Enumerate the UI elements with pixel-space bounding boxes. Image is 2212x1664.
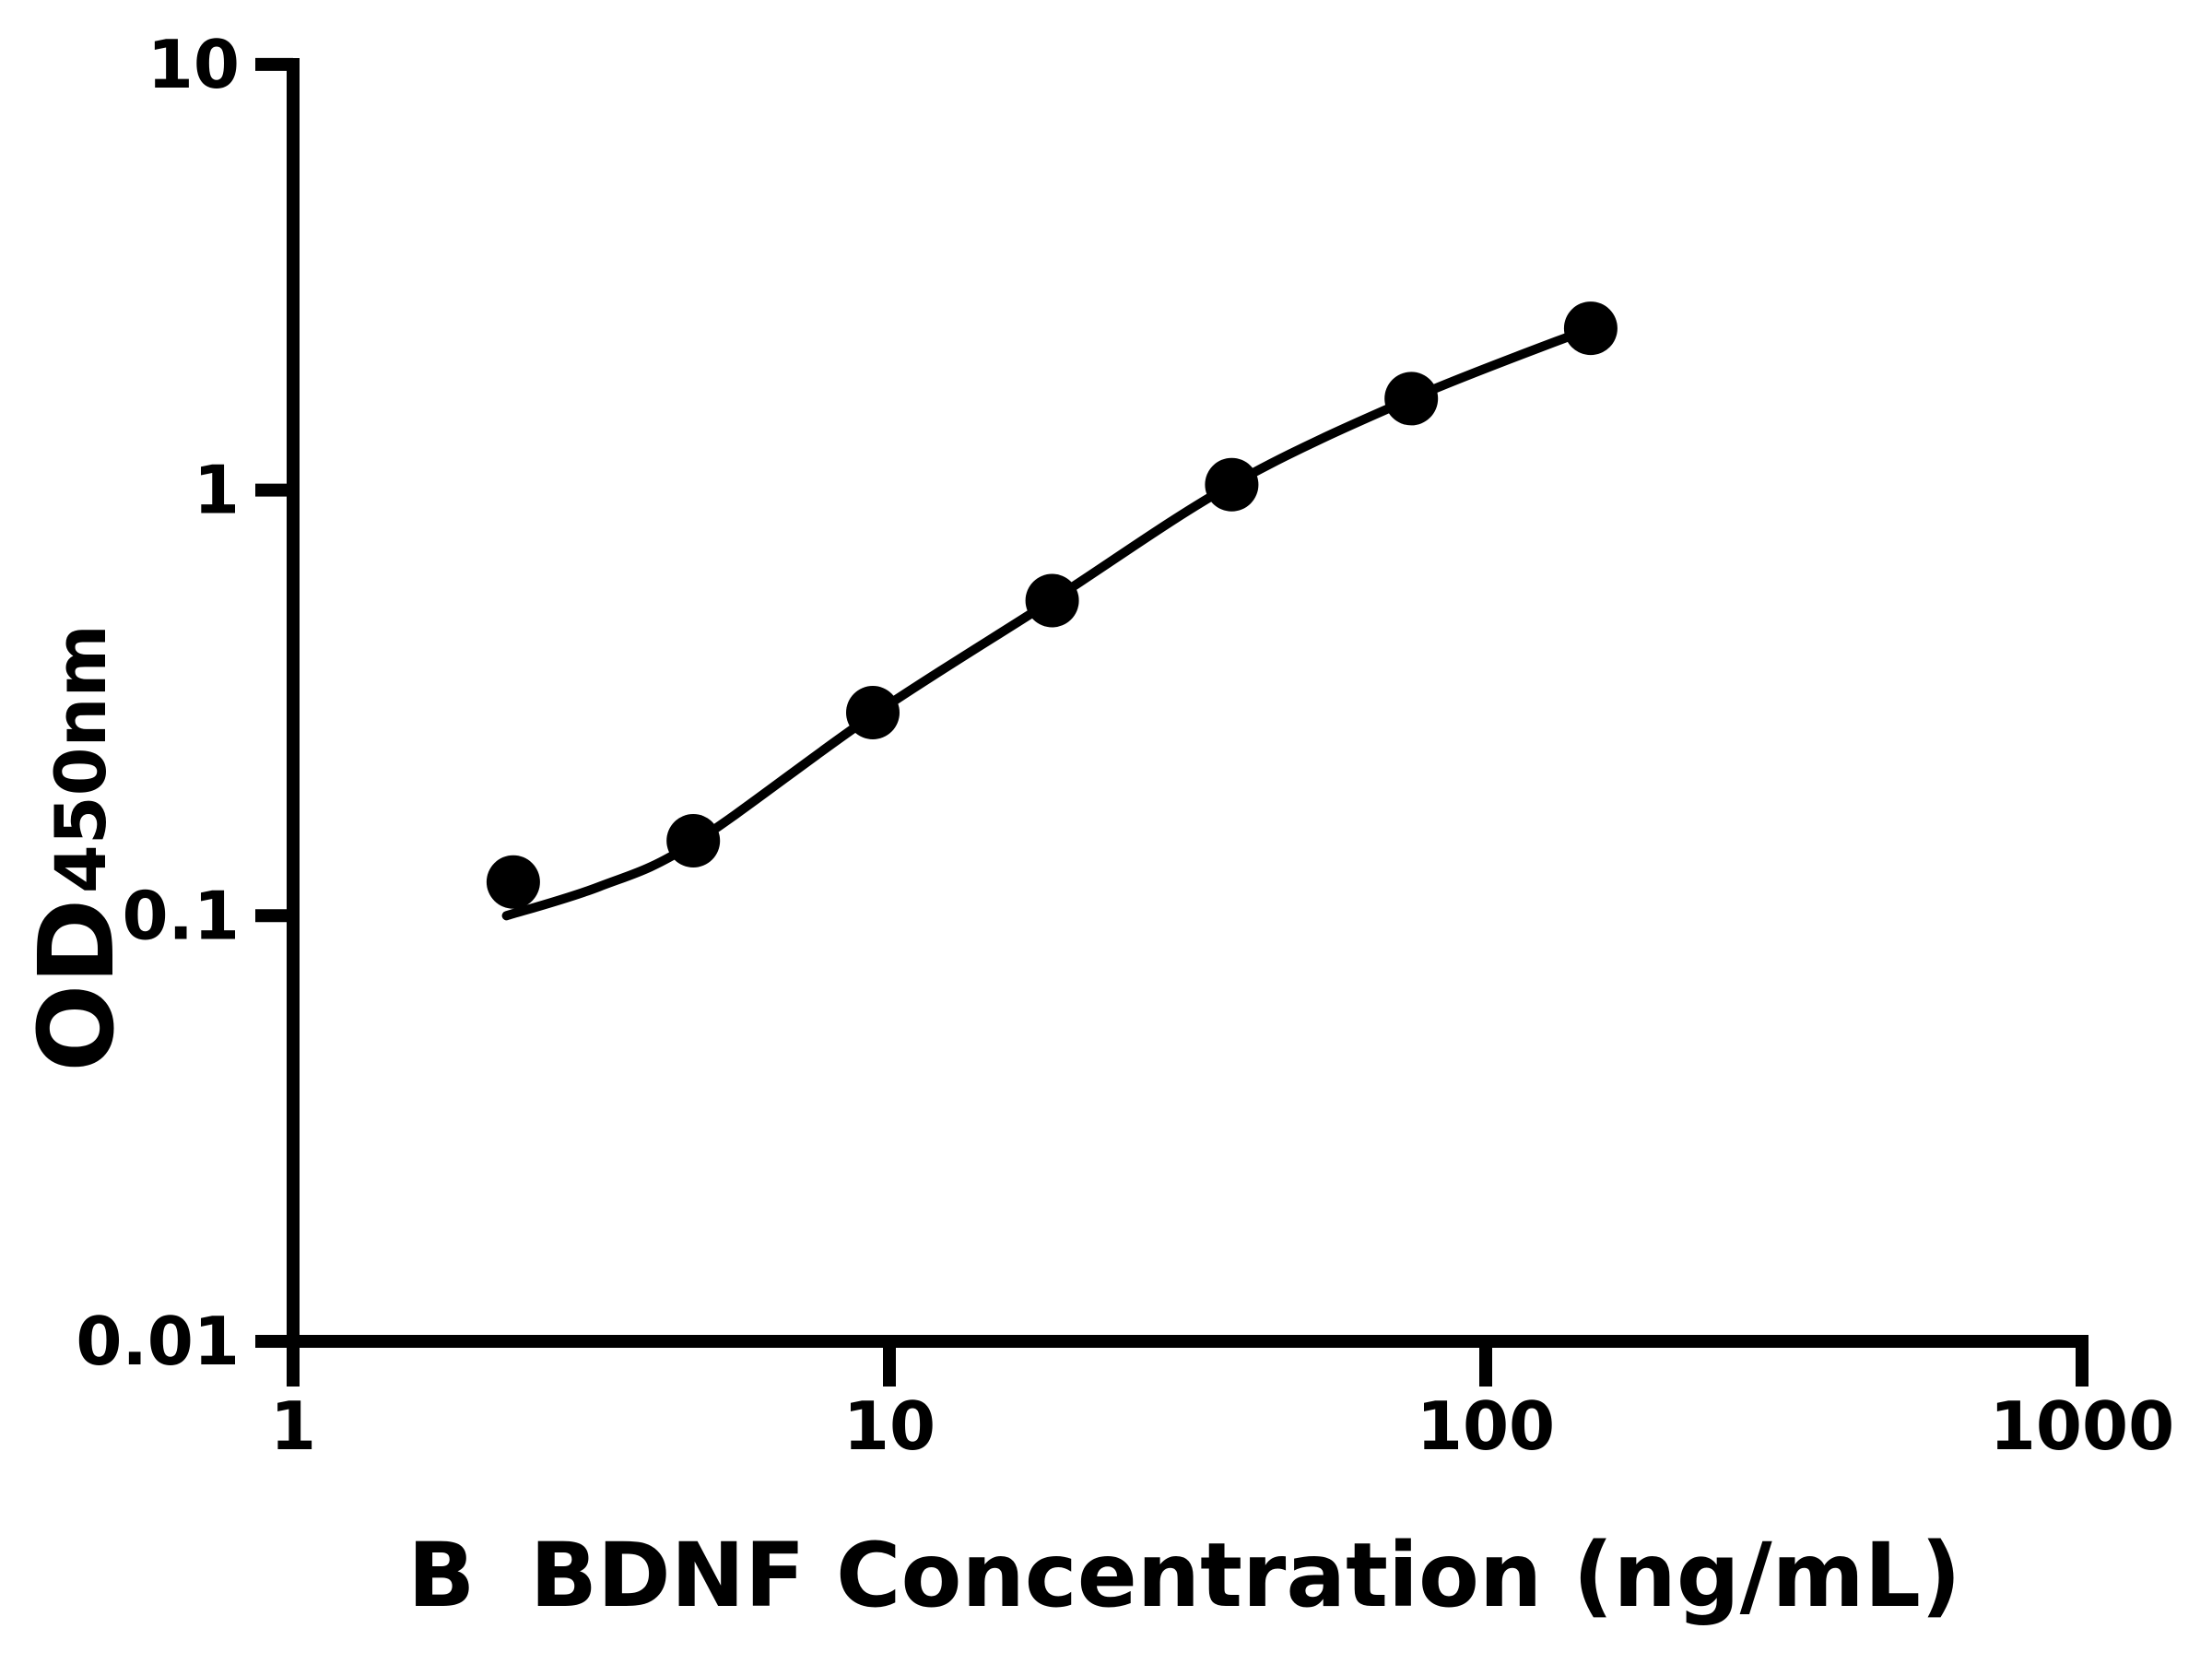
data-point (1384, 372, 1439, 426)
panel-label: B (407, 1524, 475, 1627)
axis-spines (287, 58, 2088, 1348)
y-axis-title-subscript: 450nm (40, 624, 122, 893)
data-point (486, 855, 540, 909)
y-axis-title-main: OD (18, 899, 137, 1072)
x-axis-title: B BDNF Concentration (ng/mL) (407, 1524, 1961, 1627)
y-tick-label: 10 (147, 26, 240, 103)
y-axis-ticks (255, 57, 293, 1348)
x-axis-title-text: BDNF Concentration (ng/mL) (530, 1524, 1961, 1627)
x-axis-tick-labels: 1 10 100 1000 (270, 1387, 2174, 1465)
y-tick-label: 0.1 (122, 877, 240, 954)
data-point (846, 686, 900, 739)
y-axis-tick-labels: 0.01 0.1 1 10 (76, 26, 240, 1380)
y-axis-title: OD 450nm (18, 624, 137, 1072)
x-tick-label: 1000 (1990, 1387, 2174, 1465)
y-tick-label: 1 (194, 452, 240, 529)
x-tick-label: 10 (843, 1387, 935, 1465)
data-point (1563, 301, 1618, 356)
data-point (666, 814, 721, 867)
x-axis-ticks (287, 1341, 2088, 1387)
data-point (1205, 457, 1259, 512)
x-tick-label: 1 (270, 1387, 316, 1465)
y-tick-label: 0.01 (76, 1303, 240, 1380)
data-series (486, 301, 1618, 909)
x-tick-label: 100 (1417, 1387, 1555, 1465)
data-point (1025, 573, 1079, 628)
